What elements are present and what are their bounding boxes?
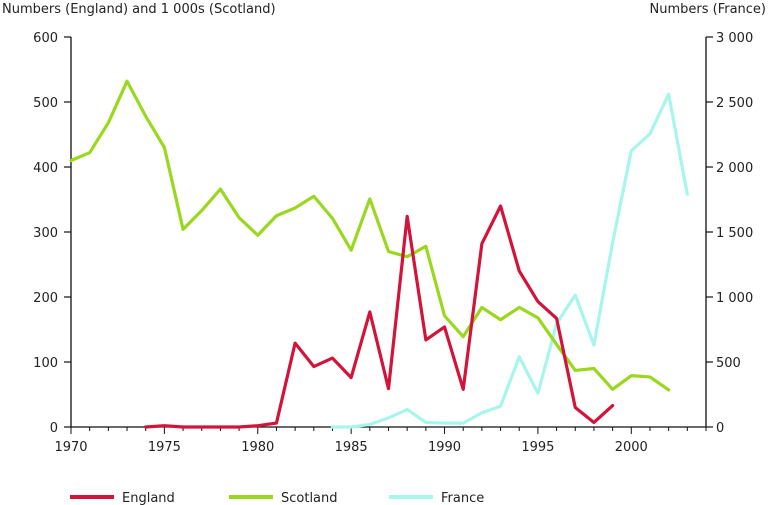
y-right-tick-label: 1 500 <box>716 226 753 241</box>
axes: 0 100 200 300 400 500 600 0 500 1 000 1 500 2 000 2 … <box>33 31 753 455</box>
y-left-tick-label: 400 <box>33 161 58 176</box>
y-left-tick-label: 0 <box>50 421 58 436</box>
y-right-axis-title: Numbers (France) <box>650 2 767 17</box>
series-line-scotland <box>69 79 671 392</box>
y-left-axis-title: Numbers (England) and 1 000s (Scotland) <box>2 2 276 17</box>
y-left-tick-label: 100 <box>33 356 58 371</box>
legend-label: England <box>122 491 175 505</box>
legend-item-france: France <box>389 491 484 505</box>
y-right-tick-label: 500 <box>716 356 741 371</box>
y-right-tick-label: 2 000 <box>716 161 753 176</box>
legend-item-england: England <box>70 491 175 505</box>
series-layer <box>69 79 689 429</box>
y-right-tick-label: 0 <box>716 421 724 436</box>
legend: England Scotland France <box>70 491 484 505</box>
y-right-tick-label: 3 000 <box>716 31 753 46</box>
x-tick-label: 1995 <box>521 440 554 455</box>
x-tick-label: 1985 <box>335 440 368 455</box>
y-right-tick-label: 1 000 <box>716 291 753 306</box>
x-tick-label: 1975 <box>148 440 181 455</box>
y-left-tick-label: 600 <box>33 31 58 46</box>
y-left-tick-label: 500 <box>33 96 58 111</box>
x-tick-label: 1980 <box>241 440 274 455</box>
legend-item-scotland: Scotland <box>229 491 338 505</box>
x-tick-label: 1970 <box>54 440 87 455</box>
y-right-tick-label: 2 500 <box>716 96 753 111</box>
y-left-tick-label: 300 <box>33 226 58 241</box>
y-left-tick-label: 200 <box>33 291 58 306</box>
series-line-england <box>144 204 615 429</box>
series-line-france <box>330 92 689 429</box>
legend-label: Scotland <box>281 491 338 505</box>
x-tick-label: 2000 <box>615 440 648 455</box>
x-tick-label: 1990 <box>428 440 461 455</box>
legend-label: France <box>441 491 484 505</box>
